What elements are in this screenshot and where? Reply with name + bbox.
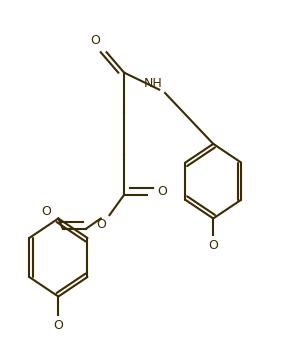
Text: O: O: [208, 239, 218, 252]
Text: O: O: [53, 318, 63, 331]
Text: NH: NH: [143, 77, 162, 90]
Text: O: O: [90, 34, 100, 47]
Text: O: O: [158, 185, 168, 198]
Text: O: O: [41, 206, 51, 219]
Text: O: O: [97, 219, 106, 232]
